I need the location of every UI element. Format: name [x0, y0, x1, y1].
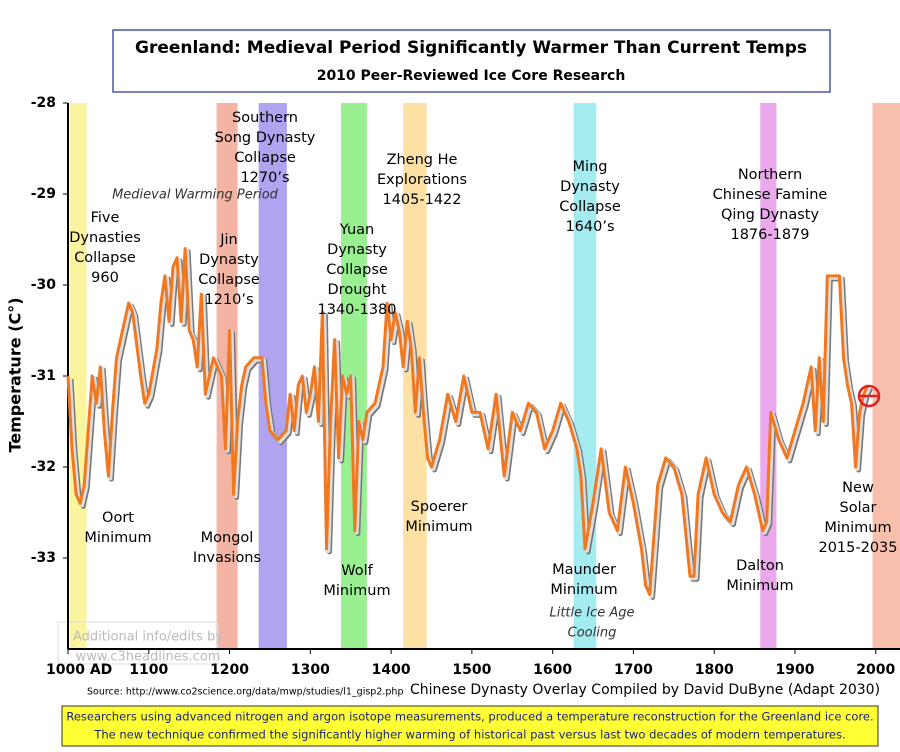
annotation: Collapse: [326, 262, 388, 278]
series-line: [66, 247, 870, 596]
x-tick-label: 2000: [856, 662, 895, 678]
annotation: Minimum: [84, 530, 151, 546]
footer-box: [61, 705, 879, 747]
annotation: Explorations: [377, 172, 467, 188]
annotation: 960: [91, 270, 119, 286]
x-tick-label: 1700: [614, 662, 653, 678]
annotation: Minimum: [550, 582, 617, 598]
annotation: Collapse: [234, 150, 296, 166]
annotation: Qing Dynasty: [721, 207, 820, 223]
annotation: Mongol: [201, 530, 254, 546]
annotation: Zheng He: [387, 152, 458, 168]
annotation: 1876-1879: [730, 227, 809, 243]
annotation: Southern: [232, 110, 298, 126]
annotation: Ming: [573, 159, 608, 175]
annotation: Minimum: [824, 520, 891, 536]
annotation: Invasions: [193, 550, 261, 566]
annotation: Chinese Famine: [713, 187, 828, 203]
x-tick-label: 1400: [372, 662, 411, 678]
annotation: Minimum: [405, 519, 472, 535]
watermark: www.c3headlines.com: [76, 650, 221, 665]
annotation: 1270’s: [240, 170, 289, 186]
annotation: Song Dynasty: [215, 130, 316, 146]
footer-line: The new technique confirmed the signific…: [93, 728, 845, 742]
y-tick-label: -28: [31, 95, 56, 111]
source: Source: http://www.co2science.org/data/m…: [87, 687, 403, 698]
band: [69, 103, 87, 649]
annotation: Jin: [219, 232, 238, 248]
annotation: 1405-1422: [382, 192, 461, 208]
y-tick-label: -32: [31, 459, 56, 475]
band: [341, 103, 367, 649]
annotation: Dynasty: [560, 179, 620, 195]
annotation: New: [842, 480, 874, 496]
y-axis-label: Temperature (C°): [6, 297, 25, 452]
annotation: Dynasties: [69, 230, 141, 246]
annotation: Dalton: [736, 558, 784, 574]
y-tick-label: -29: [31, 186, 56, 202]
annotation: 1340-1380: [317, 302, 396, 318]
x-tick-label: 1300: [291, 662, 330, 678]
x-tick-label: 1500: [452, 662, 491, 678]
x-tick-label: 1000 AD: [46, 662, 112, 678]
annotation: Little Ice Age: [549, 606, 634, 621]
y-tick-label: -30: [31, 277, 57, 293]
x-tick-label: 1100: [129, 662, 168, 678]
annotation: Cooling: [568, 626, 617, 641]
annotation: Dynasty: [327, 242, 387, 258]
annotation: Collapse: [74, 250, 136, 266]
watermark-box: [57, 621, 219, 665]
annotation: Collapse: [198, 272, 260, 288]
x-tick-label: 1900: [776, 662, 815, 678]
y-tick-label: -33: [31, 550, 56, 566]
annotation: 2015-2035: [818, 540, 897, 556]
annotation: Medieval Warming Period: [112, 188, 279, 203]
annotation: Dynasty: [199, 252, 259, 268]
y-tick-label: -31: [31, 368, 56, 384]
watermark: Additional info/edits by: [73, 630, 223, 645]
annotation: Minimum: [323, 583, 390, 599]
annotation: Oort: [102, 510, 134, 526]
annotation: Maunder: [552, 562, 616, 578]
x-tick-label: 1800: [695, 662, 734, 678]
annotation: Spoerer: [411, 499, 468, 515]
annotation: Drought: [328, 282, 387, 298]
annotation: 1640’s: [565, 219, 614, 235]
annotation: Wolf: [341, 563, 373, 579]
annotation: Solar: [840, 500, 877, 516]
annotation: Minimum: [726, 578, 793, 594]
x-tick-label: 1600: [533, 662, 572, 678]
title-box: [112, 29, 831, 93]
annotation: Yuan: [339, 222, 374, 238]
series-outline: [68, 248, 872, 599]
annotation: Northern: [738, 167, 802, 183]
annotation: Collapse: [559, 199, 621, 215]
chart-subtitle: 2010 Peer-Reviewed Ice Core Research: [317, 68, 626, 84]
x-tick-label: 1200: [210, 662, 249, 678]
band: [872, 103, 900, 649]
annotation: 1210’s: [204, 292, 253, 308]
footer-line: Researchers using advanced nitrogen and …: [66, 710, 873, 724]
annotation: Five: [91, 210, 120, 226]
credit: Chinese Dynasty Overlay Compiled by Davi…: [410, 682, 880, 698]
chart-title: Greenland: Medieval Period Significantly…: [135, 38, 807, 58]
